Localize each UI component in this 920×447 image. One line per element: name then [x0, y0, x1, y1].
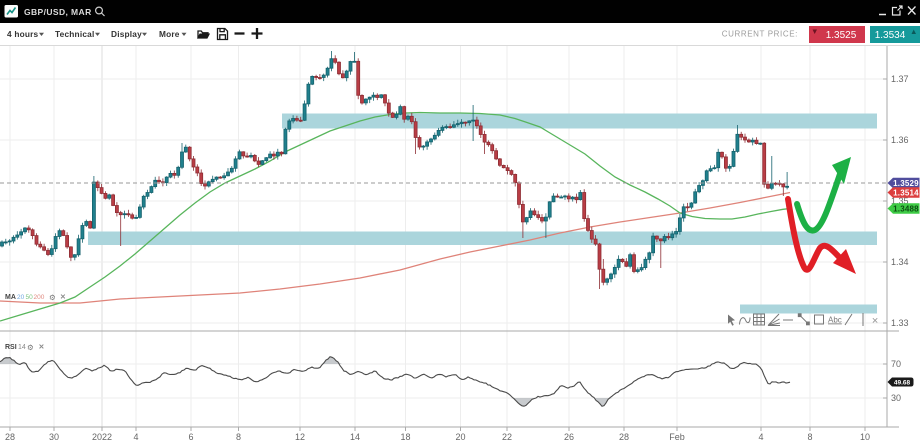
svg-text:⚙: ⚙ — [49, 293, 56, 302]
svg-text:1.33: 1.33 — [891, 318, 909, 328]
svg-text:50: 50 — [26, 294, 34, 301]
svg-text:18: 18 — [400, 432, 410, 442]
svg-text:1.35: 1.35 — [891, 196, 909, 206]
svg-text:RSI: RSI — [5, 344, 17, 351]
svg-text:1.34: 1.34 — [891, 257, 909, 267]
svg-text:14: 14 — [18, 344, 26, 351]
svg-text:✕: ✕ — [39, 344, 45, 351]
svg-text:2022: 2022 — [92, 432, 112, 442]
svg-text:⚙: ⚙ — [27, 343, 34, 352]
svg-text:8: 8 — [236, 432, 241, 442]
svg-text:Feb: Feb — [669, 432, 685, 442]
svg-text:4 hours: 4 hours — [7, 29, 39, 39]
svg-text:✕: ✕ — [60, 294, 66, 301]
svg-text:26: 26 — [564, 432, 574, 442]
svg-text:30: 30 — [891, 393, 901, 403]
svg-text:1.37: 1.37 — [891, 74, 909, 84]
svg-text:12: 12 — [295, 432, 305, 442]
svg-text:14: 14 — [350, 432, 360, 442]
svg-text:✕: ✕ — [872, 316, 879, 326]
svg-text:8: 8 — [807, 432, 812, 442]
svg-text:MA: MA — [5, 294, 16, 301]
svg-text:10: 10 — [860, 432, 870, 442]
svg-text:Abc: Abc — [828, 316, 842, 325]
svg-text:1.3488: 1.3488 — [893, 204, 919, 213]
svg-text:1.36: 1.36 — [891, 135, 909, 145]
svg-text:CURRENT PRICE:: CURRENT PRICE: — [722, 30, 798, 39]
svg-text:49.68: 49.68 — [894, 380, 911, 387]
svg-text:30: 30 — [49, 432, 59, 442]
svg-text:1.3529: 1.3529 — [893, 179, 919, 188]
svg-text:4: 4 — [758, 432, 763, 442]
svg-text:More: More — [159, 29, 180, 39]
svg-text:70: 70 — [891, 359, 901, 369]
svg-text:28: 28 — [619, 432, 629, 442]
svg-text:200: 200 — [34, 294, 45, 301]
svg-text:Display: Display — [111, 29, 142, 39]
svg-text:28: 28 — [5, 432, 15, 442]
svg-text:20: 20 — [17, 294, 25, 301]
svg-text:Technical: Technical — [55, 29, 94, 39]
svg-text:1.3534: 1.3534 — [875, 30, 906, 41]
svg-text:20: 20 — [455, 432, 465, 442]
svg-text:GBP/USD, MAR: GBP/USD, MAR — [24, 7, 92, 17]
svg-text:1.3514: 1.3514 — [893, 188, 919, 197]
svg-text:22: 22 — [502, 432, 512, 442]
svg-text:4: 4 — [133, 432, 138, 442]
svg-text:1.3525: 1.3525 — [826, 30, 857, 41]
svg-text:6: 6 — [188, 432, 193, 442]
